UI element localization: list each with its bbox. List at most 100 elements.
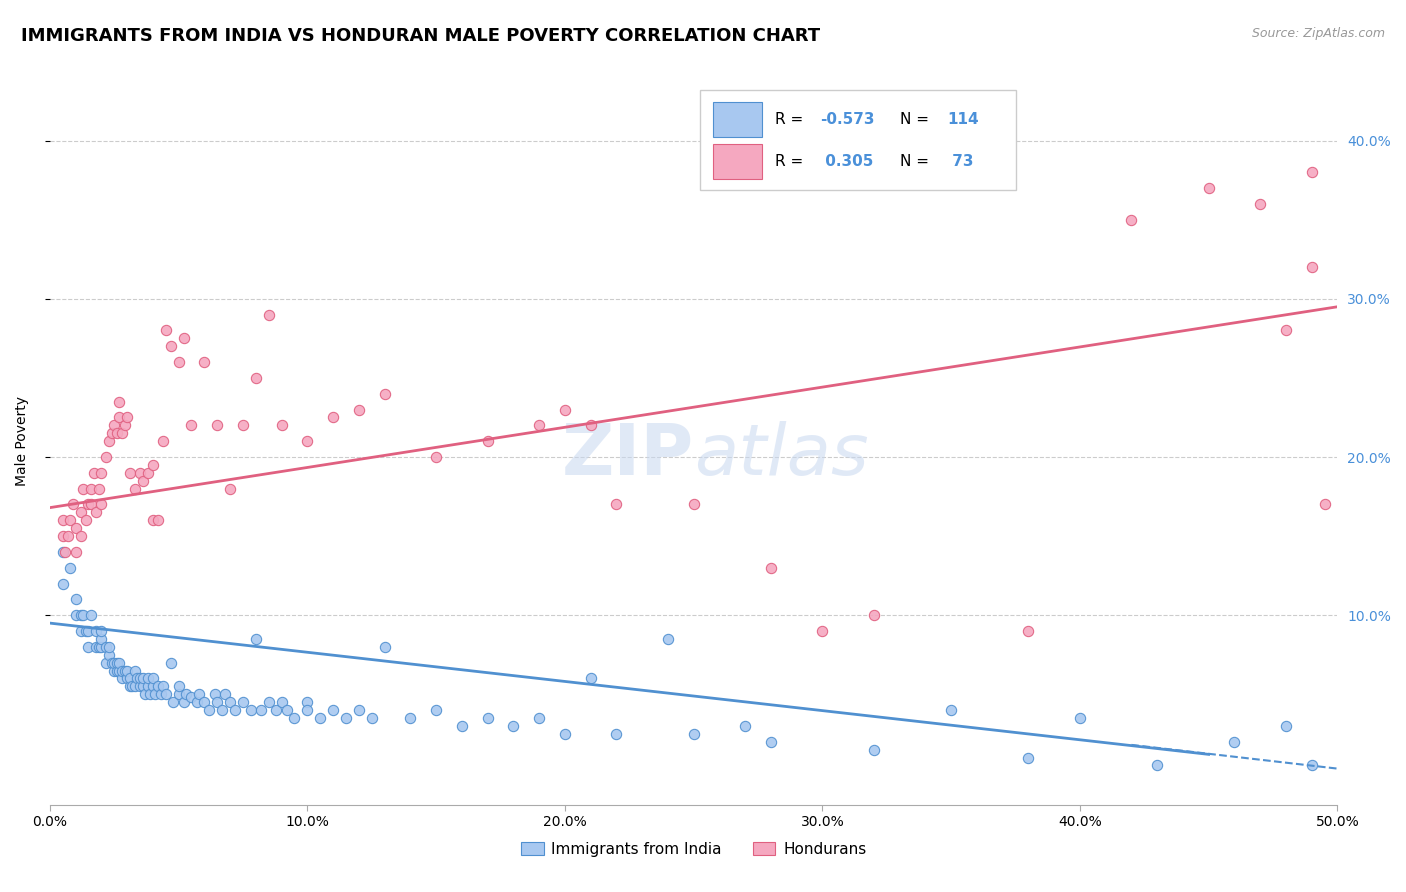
Point: [193, 695, 215, 709]
Point: [186, 695, 208, 709]
Point: [115, 664, 138, 678]
Point: [108, 664, 131, 678]
Point: [759, 560, 782, 574]
Point: [682, 727, 704, 741]
Point: [124, 482, 146, 496]
Point: [80, 608, 103, 623]
Point: [160, 656, 183, 670]
Point: [105, 426, 128, 441]
Point: [863, 742, 886, 756]
Point: [276, 703, 298, 717]
Point: [270, 695, 292, 709]
Point: [173, 695, 195, 709]
Point: [1301, 260, 1323, 275]
Text: 114: 114: [948, 112, 979, 128]
Point: [52, 545, 75, 559]
Point: [65, 545, 87, 559]
Point: [1121, 212, 1143, 227]
Point: [657, 632, 679, 646]
Point: [297, 703, 319, 717]
Point: [1301, 758, 1323, 772]
Point: [232, 695, 254, 709]
Point: [502, 719, 524, 733]
Point: [65, 608, 87, 623]
Point: [579, 418, 602, 433]
Point: [136, 466, 159, 480]
Point: [84, 505, 107, 519]
Point: [121, 679, 143, 693]
Point: [100, 426, 122, 441]
Point: [152, 679, 174, 693]
Point: [160, 339, 183, 353]
Point: [96, 656, 118, 670]
Point: [69, 505, 91, 519]
Point: [62, 498, 84, 512]
Point: [347, 703, 370, 717]
Point: [297, 434, 319, 449]
Point: [759, 735, 782, 749]
Point: [1146, 758, 1168, 772]
Point: [118, 466, 141, 480]
Point: [115, 672, 138, 686]
Point: [142, 679, 165, 693]
Point: [127, 672, 149, 686]
Point: [90, 632, 112, 646]
Point: [59, 560, 82, 574]
Point: [205, 695, 228, 709]
Point: [374, 640, 396, 654]
FancyBboxPatch shape: [700, 90, 1015, 190]
Point: [90, 466, 112, 480]
Point: [84, 624, 107, 638]
Legend: Immigrants from India, Hondurans: Immigrants from India, Hondurans: [515, 836, 873, 863]
Point: [180, 418, 202, 433]
Point: [173, 331, 195, 345]
Y-axis label: Male Poverty: Male Poverty: [15, 396, 30, 486]
Point: [554, 727, 576, 741]
Point: [399, 711, 422, 725]
Point: [103, 656, 125, 670]
Point: [108, 656, 131, 670]
Point: [98, 434, 121, 449]
Point: [98, 640, 121, 654]
Point: [129, 466, 152, 480]
Point: [134, 687, 156, 701]
Point: [579, 672, 602, 686]
Point: [527, 418, 550, 433]
Point: [527, 711, 550, 725]
Point: [111, 672, 134, 686]
Text: 0.305: 0.305: [820, 154, 873, 169]
Point: [65, 592, 87, 607]
Point: [270, 418, 292, 433]
Text: N =: N =: [900, 154, 934, 169]
Point: [77, 624, 100, 638]
Text: ZIP: ZIP: [561, 421, 693, 491]
Point: [335, 711, 357, 725]
Point: [129, 672, 152, 686]
Point: [52, 513, 75, 527]
Point: [193, 355, 215, 369]
FancyBboxPatch shape: [713, 145, 762, 179]
Point: [266, 703, 288, 717]
Text: atlas: atlas: [693, 421, 869, 491]
Point: [425, 450, 447, 464]
Point: [98, 648, 121, 662]
Point: [219, 695, 242, 709]
Point: [198, 703, 221, 717]
Point: [155, 687, 177, 701]
Point: [69, 608, 91, 623]
Text: N =: N =: [900, 112, 934, 128]
Point: [52, 529, 75, 543]
Point: [257, 695, 280, 709]
Point: [108, 394, 131, 409]
Point: [52, 576, 75, 591]
Point: [65, 521, 87, 535]
Point: [162, 695, 184, 709]
Point: [53, 545, 76, 559]
Point: [131, 474, 153, 488]
Point: [939, 703, 962, 717]
Point: [105, 656, 128, 670]
Point: [124, 679, 146, 693]
Point: [149, 687, 172, 701]
Text: R =: R =: [775, 112, 808, 128]
Point: [118, 672, 141, 686]
